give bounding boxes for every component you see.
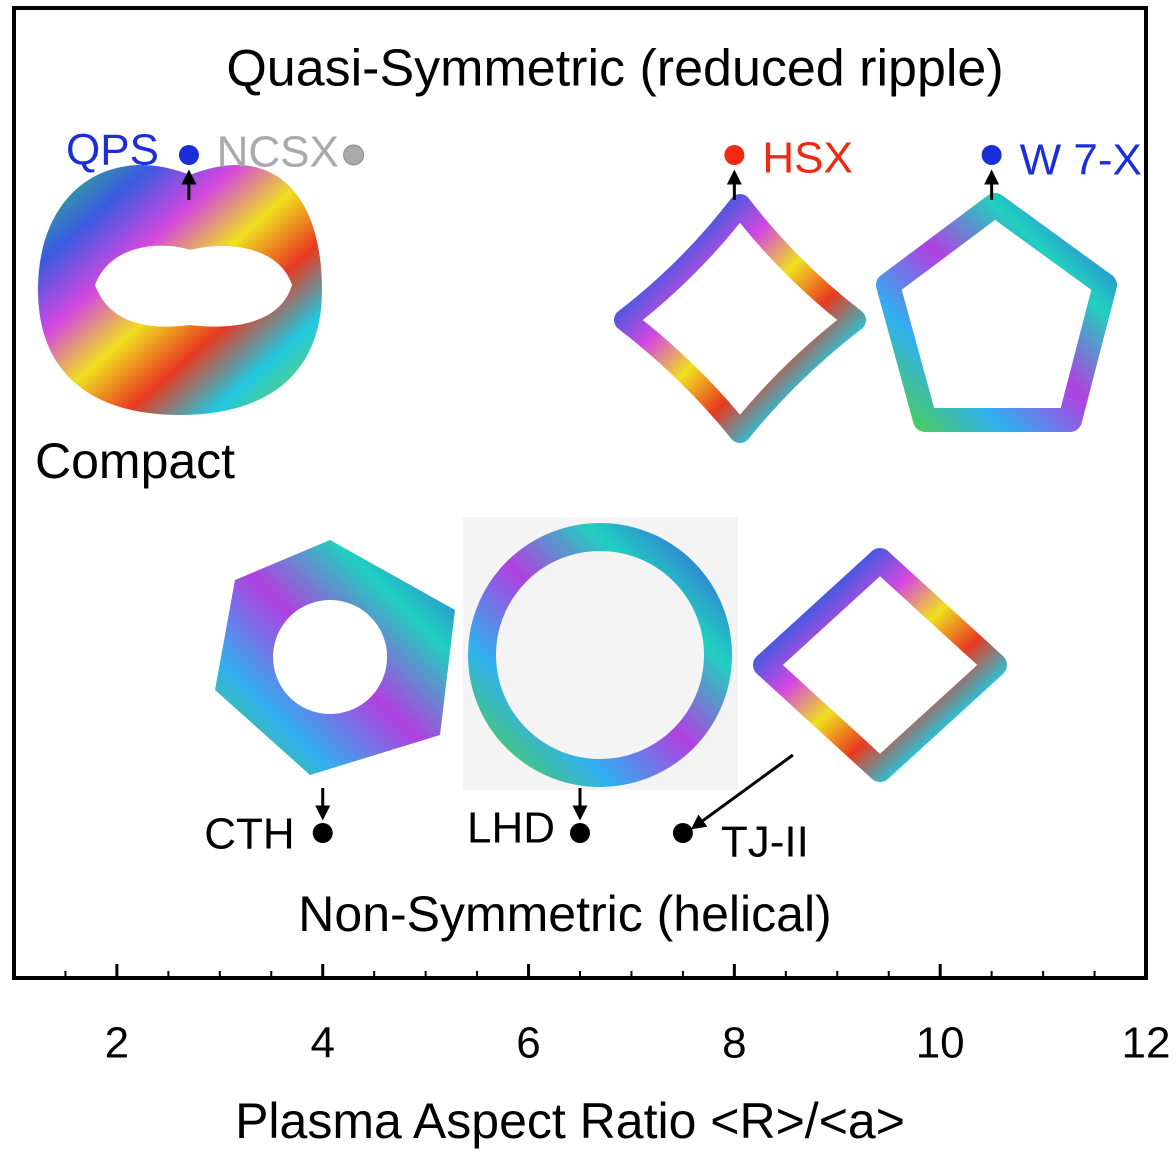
arrow: [690, 753, 794, 830]
compact-shape: [38, 165, 322, 415]
cth-shape: [215, 540, 455, 775]
data-point: [570, 823, 590, 843]
data-point: [672, 823, 693, 843]
point-label: TJ-II: [721, 818, 809, 867]
point-label: QPS: [66, 126, 159, 175]
point-label: W 7-X: [1020, 136, 1142, 185]
data-point: [343, 144, 365, 166]
bottom-heading: Non-Symmetric (helical): [298, 886, 831, 942]
x-tick-label: 10: [916, 1019, 965, 1068]
x-tick-label: 8: [722, 1019, 746, 1068]
x-axis-label: Plasma Aspect Ratio <R>/<a>: [235, 1093, 905, 1149]
point-label: NCSX: [217, 128, 339, 177]
hsx-shape: [614, 194, 866, 443]
point-label: CTH: [204, 810, 294, 859]
data-point: [724, 145, 745, 165]
x-tick-label: 12: [1122, 1019, 1171, 1068]
x-tick-label: 2: [105, 1019, 129, 1068]
data-point: [178, 145, 199, 165]
data-point: [312, 823, 333, 843]
annotation: Compact: [35, 433, 235, 489]
x-tick-label: 4: [310, 1019, 334, 1068]
tjii-shape: [753, 548, 1007, 782]
torus-shapes: [38, 165, 1117, 790]
point-label: LHD: [467, 804, 555, 853]
lhd-shape: [468, 523, 732, 787]
w7x-shape: [876, 193, 1117, 432]
point-label: HSX: [762, 134, 852, 183]
lhd-background: [463, 517, 738, 790]
data-point: [981, 145, 1002, 165]
top-heading: Quasi-Symmetric (reduced ripple): [226, 40, 1003, 98]
x-tick-label: 6: [516, 1019, 540, 1068]
